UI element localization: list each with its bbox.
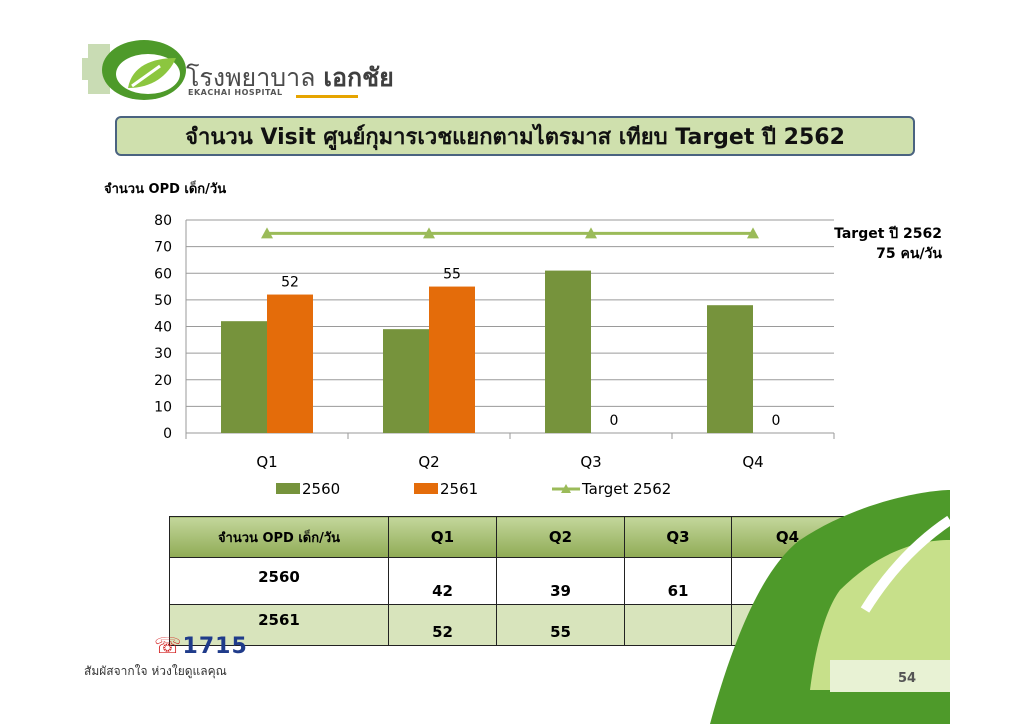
target-marker xyxy=(747,227,759,239)
hotline-text: 1715 xyxy=(182,634,248,659)
table-header-q2: Q2 xyxy=(496,516,625,558)
table-header-q1: Q1 xyxy=(388,516,497,558)
target-annotation-line1: Target ปี 2562 xyxy=(834,226,942,242)
hospital-name-thai-regular: โรงพยาบาล xyxy=(186,63,316,92)
hotline-number: ☏1715 xyxy=(154,634,248,659)
legend-swatch xyxy=(414,483,438,494)
y-tick-label: 80 xyxy=(154,213,172,229)
bar-2561-Q1 xyxy=(267,294,313,433)
bar-2560-Q1 xyxy=(221,321,267,433)
y-tick-label: 0 xyxy=(163,426,172,442)
legend-swatch-marker xyxy=(561,484,571,493)
bars xyxy=(221,270,753,433)
bar-2561-Q2 xyxy=(429,286,475,433)
table-cell: 61 xyxy=(624,557,732,605)
data-label: 0 xyxy=(772,413,781,429)
y-tick-label: 30 xyxy=(154,346,172,362)
x-tick-label: Q4 xyxy=(742,453,763,471)
table-row-label: 2560 xyxy=(169,557,389,605)
footer-slogan: สัมผัสจากใจ ห่วงใยดูแลคุณ xyxy=(84,664,227,678)
target-line xyxy=(261,227,759,239)
target-marker xyxy=(261,227,273,239)
logo-underline xyxy=(296,95,358,98)
y-tick-label: 20 xyxy=(154,373,172,389)
legend-label: 2560 xyxy=(302,480,340,498)
table-header-row: จำนวน OPD เด็ก/วัน Q1 Q2 Q3 Q4 xyxy=(169,516,844,558)
table-header-q3: Q3 xyxy=(624,516,732,558)
data-label: 0 xyxy=(610,413,619,429)
bar-2560-Q2 xyxy=(383,329,429,433)
legend-label: 2561 xyxy=(440,480,478,498)
bar-2560-Q4 xyxy=(707,305,753,433)
x-axis-ticks: Q1 Q2 Q3 Q4 xyxy=(256,453,763,471)
hospital-name-english: EKACHAI HOSPITAL xyxy=(188,88,283,97)
table-cell: 39 xyxy=(496,557,625,605)
slide-title: จำนวน Visit ศูนย์กุมารเวชแยกตามไตรมาส เท… xyxy=(115,116,915,156)
y-tick-label: 60 xyxy=(154,266,172,282)
y-tick-label: 50 xyxy=(154,293,172,309)
table-cell xyxy=(624,604,732,646)
table-header-label: จำนวน OPD เด็ก/วัน xyxy=(169,516,389,558)
data-label: 52 xyxy=(281,275,299,291)
table-cell: 55 xyxy=(496,604,625,646)
target-marker xyxy=(585,227,597,239)
table-row-label: 2561 xyxy=(169,604,389,646)
legend-swatch xyxy=(276,483,300,494)
x-tick-label: Q1 xyxy=(256,453,277,471)
legend-label: Target 2562 xyxy=(581,480,671,498)
hospital-name-thai: โรงพยาบาล เอกชัย xyxy=(186,58,394,98)
y-tick-label: 70 xyxy=(154,240,172,256)
target-annotation-line2: 75 คน/วัน xyxy=(876,246,942,262)
data-label: 55 xyxy=(443,267,461,283)
y-tick-label: 40 xyxy=(154,320,172,336)
x-tick-label: Q3 xyxy=(580,453,601,471)
legend: 2560 2561 Target 2562 xyxy=(276,480,671,498)
chart-caption: จำนวน OPD เด็ก/วัน xyxy=(104,182,227,197)
y-tick-label: 10 xyxy=(154,399,172,415)
table-cell: 42 xyxy=(388,557,497,605)
x-tick-label: Q2 xyxy=(418,453,439,471)
bar-2560-Q3 xyxy=(545,270,591,433)
table-cell: 52 xyxy=(388,604,497,646)
hospital-name-thai-bold: เอกชัย xyxy=(323,63,394,92)
phone-icon: ☏ xyxy=(154,634,183,659)
data-labels: 52 55 0 0 xyxy=(281,267,780,429)
page-number: 54 xyxy=(898,671,917,686)
y-axis-ticks: 0 10 20 30 40 50 60 70 80 xyxy=(154,213,172,442)
decorative-swoosh xyxy=(710,490,953,724)
target-marker xyxy=(423,227,435,239)
target-annotation: Target ปี 2562 75 คน/วัน xyxy=(780,224,942,264)
hospital-logo-icon xyxy=(82,40,186,100)
